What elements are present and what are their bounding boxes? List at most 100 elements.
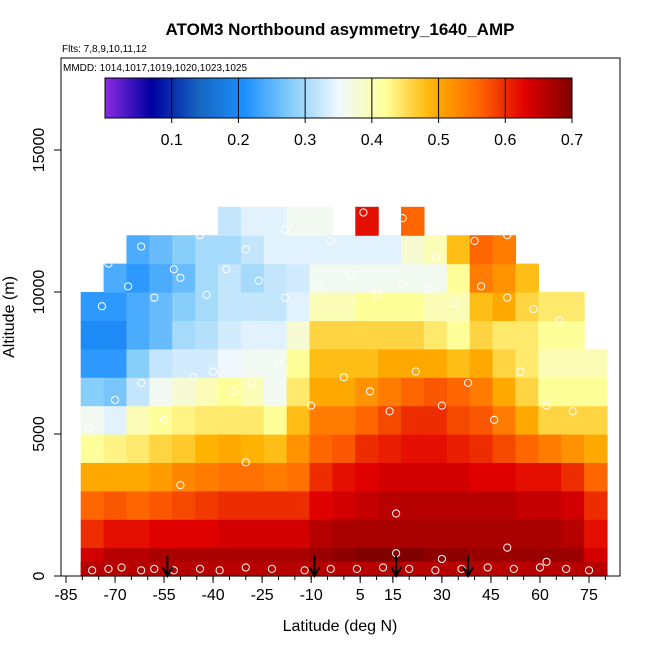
heatmap-cell: [309, 206, 334, 236]
heatmap-cell: [332, 235, 356, 265]
heatmap-cell: [103, 377, 128, 407]
heatmap-cell: [469, 235, 494, 265]
heatmap-cell: [469, 405, 494, 435]
x-tick-label: 45: [482, 587, 500, 604]
heatmap-cell: [309, 292, 334, 321]
heatmap-cell: [561, 405, 585, 435]
observation-point: [97, 302, 107, 311]
heatmap-cell: [378, 235, 402, 265]
heatmap-cell: [126, 405, 150, 435]
observation-point: [137, 378, 146, 387]
observation-point: [535, 242, 545, 251]
observation-point: [359, 208, 368, 217]
heatmap-cell: [263, 434, 288, 463]
heatmap-cell: [263, 377, 288, 407]
heatmap-cell: [401, 519, 425, 549]
heatmap-cell: [401, 348, 425, 378]
heatmap-cell: [355, 434, 379, 463]
heatmap-cell: [378, 263, 402, 293]
heatmap-cell: [172, 292, 196, 321]
heatmap-cell: [172, 405, 196, 435]
heatmap-cell: [80, 519, 105, 549]
observation-point: [562, 564, 571, 574]
heatmap-cell: [80, 405, 105, 435]
heatmap-cell: [538, 320, 562, 350]
observation-point: [398, 214, 407, 223]
heatmap-cell: [561, 377, 585, 407]
heatmap-cell: [355, 348, 379, 378]
heatmap-cell: [240, 490, 265, 520]
observation-point: [195, 564, 205, 574]
heatmap-cell: [332, 320, 356, 350]
observation-point: [470, 236, 479, 245]
heatmap-cell: [149, 462, 173, 492]
heatmap-cell: [423, 348, 448, 378]
heatmap-cell: [103, 462, 128, 492]
observation-point: [542, 401, 551, 410]
observation-point: [215, 566, 224, 575]
heatmap-cell: [126, 490, 150, 520]
heatmap-cell: [195, 377, 219, 407]
heatmap-cell: [515, 348, 539, 378]
heatmap-cell: [126, 235, 150, 265]
heatmap-cell: [263, 235, 288, 265]
heatmap-cell: [149, 292, 173, 321]
heatmap-cell: [355, 490, 379, 520]
observation-point: [110, 395, 120, 405]
observation-point: [584, 566, 594, 575]
x-tick-label: 30: [433, 587, 451, 604]
heatmap-cell: [172, 235, 196, 265]
heatmap-cell: [126, 348, 150, 378]
heatmap-cell: [80, 434, 105, 463]
heatmap-cell: [103, 519, 128, 549]
plot-frame: [60, 57, 621, 577]
heatmap-cell: [561, 462, 585, 492]
heatmap-cell: [446, 434, 471, 463]
heatmap-cell: [240, 405, 265, 435]
heatmap-cell: [561, 292, 585, 321]
observation-point: [339, 373, 348, 382]
heatmap-cell: [378, 434, 402, 463]
heatmap-cell: [172, 320, 196, 350]
heatmap-cell: [355, 206, 379, 236]
observation-point: [176, 273, 185, 282]
observation-point: [424, 285, 433, 294]
heatmap-cell: [126, 434, 150, 463]
heatmap-cell: [378, 348, 402, 378]
heatmap-cell: [149, 377, 173, 407]
observation-point: [509, 564, 518, 574]
observation-point: [104, 564, 113, 574]
observation-points: [84, 208, 594, 575]
heatmap-cell: [355, 292, 379, 321]
heatmap-cell: [240, 206, 265, 236]
heatmap-cell: [309, 405, 334, 435]
heatmap-cell: [515, 320, 539, 350]
observation-point: [124, 282, 133, 291]
observation-point: [208, 367, 218, 376]
heatmap-cell: [286, 206, 311, 236]
observation-point: [88, 566, 97, 575]
heatmap-cell: [446, 405, 471, 435]
observation-point: [195, 231, 205, 240]
heatmap-cell: [126, 263, 150, 293]
heatmap-cell: [446, 490, 471, 520]
heatmap-cell: [217, 490, 242, 520]
observation-point: [555, 316, 564, 325]
observation-point: [202, 290, 211, 299]
heatmap-cell: [492, 434, 517, 463]
heatmap-cell: [378, 462, 402, 492]
x-tick-label: 5: [356, 587, 365, 604]
observation-point: [300, 566, 309, 575]
observation-point: [365, 387, 375, 396]
observation-point: [313, 282, 322, 291]
heatmap-cell: [309, 519, 334, 549]
heatmap-cell: [240, 292, 265, 321]
observation-point: [398, 279, 407, 288]
heatmap-cell: [538, 519, 562, 549]
observation-point: [254, 276, 263, 285]
observation-point: [241, 563, 250, 572]
heatmap-cell: [332, 490, 356, 520]
heatmap-cell: [332, 377, 356, 407]
y-tick-label: 10000: [31, 270, 48, 315]
heatmap-cell: [584, 519, 608, 549]
